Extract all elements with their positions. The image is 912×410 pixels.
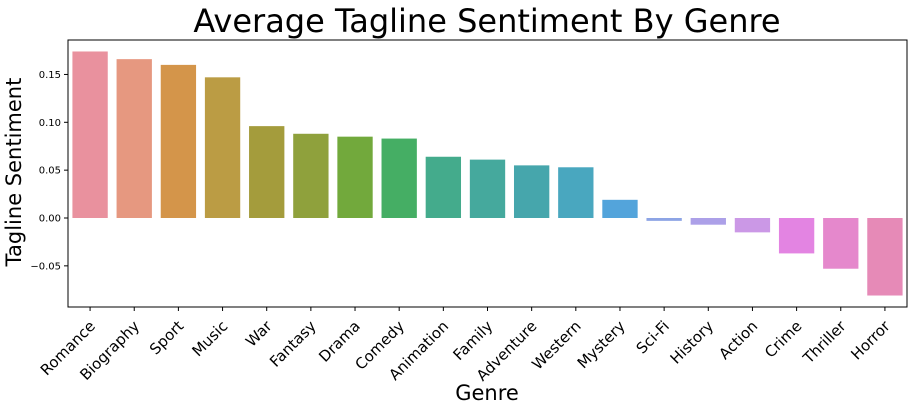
x-tick-label: Horror — [847, 317, 894, 364]
x-tick-label: Music — [188, 317, 231, 360]
bar-comedy — [381, 138, 417, 218]
y-tick-label: 0.10 — [39, 118, 61, 129]
bar-drama — [337, 136, 373, 218]
bar-biography — [116, 59, 152, 218]
plot-frame — [67, 39, 908, 308]
bar-sci-fi — [646, 218, 682, 221]
x-tick-label: Action — [715, 317, 761, 363]
bar-adventure — [513, 165, 550, 218]
x-tick-label: Western — [528, 317, 584, 373]
x-tick-label: Sport — [146, 317, 187, 358]
bar-war — [249, 126, 285, 218]
bar-crime — [778, 218, 815, 254]
bar-horror — [867, 218, 903, 296]
bar-thriller — [823, 218, 859, 269]
x-tick-label: War — [242, 317, 276, 351]
bar-history — [690, 218, 726, 225]
bar-sport — [160, 64, 197, 218]
x-axis-label: Genre — [455, 381, 519, 405]
bar-music — [204, 77, 241, 218]
y-axis-label: Tagline Sentiment — [2, 78, 26, 268]
y-tick-label: 0.15 — [39, 70, 61, 81]
y-tick-label: −0.05 — [30, 261, 61, 272]
bar-action — [734, 218, 771, 233]
chart-title: Average Tagline Sentiment By Genre — [193, 2, 780, 40]
x-tick-label: Thriller — [799, 317, 850, 368]
bar-fantasy — [293, 133, 329, 218]
bar-romance — [72, 51, 108, 219]
y-tick-label: 0.00 — [39, 214, 61, 225]
y-tick-label: 0.05 — [39, 166, 61, 177]
bar-western — [558, 167, 594, 218]
x-tick-label: History — [667, 317, 718, 368]
x-tick-label: Sci-Fi — [633, 317, 673, 357]
bar-mystery — [602, 199, 638, 218]
x-tick-label: Mystery — [574, 317, 629, 372]
bar-family — [469, 159, 506, 218]
x-tick-label: Fantasy — [266, 317, 320, 371]
bar-animation — [425, 156, 462, 218]
